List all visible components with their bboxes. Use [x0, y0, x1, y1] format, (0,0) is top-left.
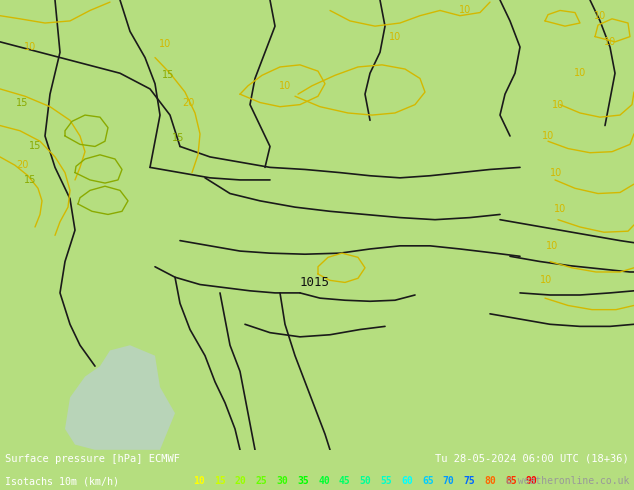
Text: 10: 10: [389, 32, 401, 42]
Text: 10: 10: [550, 168, 562, 177]
Text: © weatheronline.co.uk: © weatheronline.co.uk: [505, 476, 629, 486]
Text: 15: 15: [16, 98, 28, 107]
Text: 10: 10: [574, 68, 586, 78]
Text: 15: 15: [24, 175, 36, 185]
Text: 35: 35: [297, 476, 309, 486]
Polygon shape: [65, 345, 175, 450]
Text: 10: 10: [193, 476, 205, 486]
Text: 10: 10: [24, 42, 36, 52]
Text: 15: 15: [29, 142, 41, 151]
Text: 70: 70: [443, 476, 455, 486]
Text: 10: 10: [279, 81, 291, 91]
Text: 85: 85: [505, 476, 517, 486]
Text: Isotachs 10m (km/h): Isotachs 10m (km/h): [5, 476, 119, 486]
Text: 20: 20: [16, 160, 28, 171]
Text: 1015: 1015: [300, 276, 330, 289]
Text: 10: 10: [459, 5, 471, 16]
Text: 10: 10: [159, 39, 171, 49]
Text: 60: 60: [401, 476, 413, 486]
Text: 20: 20: [182, 98, 194, 107]
Text: 90: 90: [526, 476, 538, 486]
Text: 10: 10: [552, 99, 564, 110]
Text: 15: 15: [162, 71, 174, 80]
Text: 10: 10: [542, 131, 554, 141]
Text: 80: 80: [484, 476, 496, 486]
Text: 50: 50: [359, 476, 372, 486]
Text: 25: 25: [256, 476, 268, 486]
Text: 10: 10: [554, 204, 566, 214]
Text: 10: 10: [540, 275, 552, 285]
Text: 55: 55: [380, 476, 392, 486]
Text: 10: 10: [594, 11, 606, 21]
Text: 10: 10: [604, 37, 616, 47]
Text: 75: 75: [463, 476, 476, 486]
Text: 40: 40: [318, 476, 330, 486]
Text: 65: 65: [422, 476, 434, 486]
Text: 20: 20: [235, 476, 247, 486]
Text: 10: 10: [546, 241, 558, 251]
Text: 30: 30: [276, 476, 288, 486]
Text: Surface pressure [hPa] ECMWF: Surface pressure [hPa] ECMWF: [5, 454, 180, 464]
Text: 15: 15: [172, 133, 184, 143]
Text: 45: 45: [339, 476, 351, 486]
Text: Tu 28-05-2024 06:00 UTC (18+36): Tu 28-05-2024 06:00 UTC (18+36): [435, 454, 629, 464]
Text: 15: 15: [214, 476, 226, 486]
